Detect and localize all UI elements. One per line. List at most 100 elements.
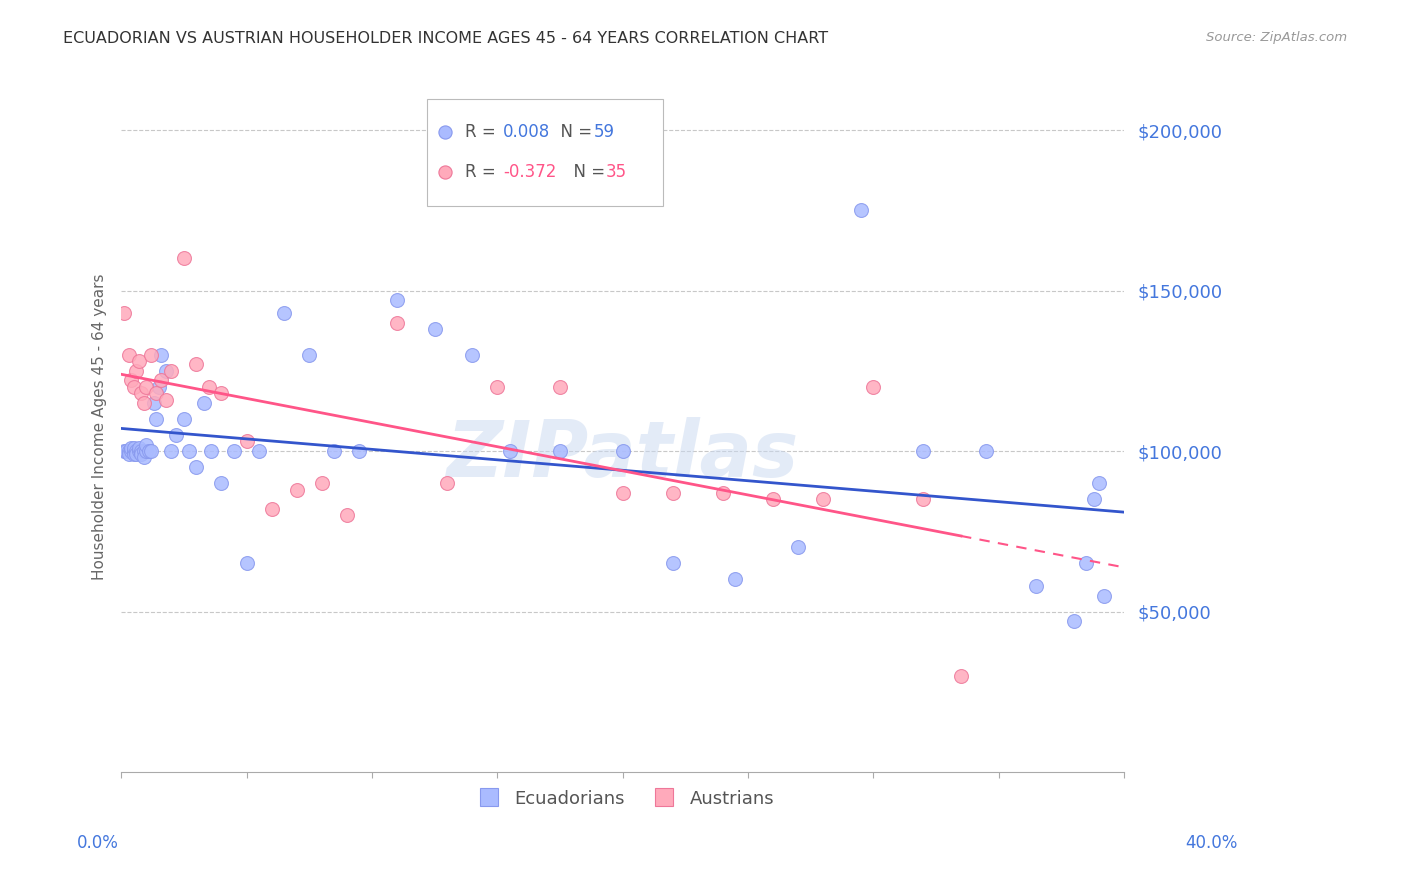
Point (122, 441, 145, 455)
Text: R =: R = (465, 123, 501, 141)
Point (115, 444, 138, 458)
Point (1092, 589, 1115, 603)
Point (548, 380, 571, 394)
Point (724, 573, 747, 587)
Point (145, 412, 167, 426)
Point (142, 396, 165, 410)
Point (323, 444, 346, 458)
Point (120, 374, 142, 388)
Point (461, 348, 484, 362)
Point (122, 444, 145, 458)
Point (118, 444, 141, 458)
Point (1025, 579, 1047, 593)
Point (711, 485, 734, 500)
Point (177, 444, 200, 458)
Point (612, 485, 634, 500)
Point (125, 364, 148, 378)
Point (132, 396, 155, 410)
Text: 0.008: 0.008 (503, 123, 551, 141)
Point (138, 444, 160, 458)
Point (1083, 492, 1105, 507)
Point (548, 444, 571, 458)
Point (198, 380, 221, 394)
Point (423, 322, 446, 336)
Point (436, 476, 458, 491)
Point (222, 444, 245, 458)
Text: N =: N = (564, 162, 610, 180)
Text: R =: R = (465, 162, 501, 180)
Point (129, 444, 152, 458)
Point (148, 380, 170, 394)
Point (118, 348, 141, 362)
Text: 0.0%: 0.0% (77, 834, 120, 852)
Point (129, 447, 152, 461)
Point (920, 765, 942, 780)
Point (849, 203, 872, 218)
Point (1088, 476, 1111, 491)
Text: N =: N = (550, 123, 598, 141)
Point (974, 444, 997, 458)
Point (129, 386, 152, 401)
Point (200, 444, 222, 458)
Point (186, 358, 208, 372)
Point (193, 396, 215, 410)
Point (298, 348, 321, 362)
Point (128, 444, 150, 458)
Point (499, 444, 522, 458)
Text: ECUADORIAN VS AUSTRIAN HOUSEHOLDER INCOME AGES 45 - 64 YEARS CORRELATION CHART: ECUADORIAN VS AUSTRIAN HOUSEHOLDER INCOM… (63, 31, 828, 46)
Point (1076, 557, 1098, 571)
Point (920, 765, 942, 780)
Point (150, 348, 173, 362)
Text: 59: 59 (593, 123, 614, 141)
Y-axis label: Householder Income Ages 45 - 64 years: Householder Income Ages 45 - 64 years (93, 274, 107, 580)
Point (211, 476, 233, 491)
Point (165, 428, 187, 442)
Point (160, 444, 183, 458)
Point (661, 557, 683, 571)
Point (155, 392, 177, 407)
Point (385, 293, 408, 308)
Point (112, 306, 135, 320)
Point (349, 444, 371, 458)
Point (120, 444, 142, 458)
Point (173, 412, 195, 426)
Point (135, 380, 157, 394)
Point (120, 441, 142, 455)
Point (1063, 614, 1085, 628)
Point (311, 476, 333, 491)
Point (155, 364, 177, 378)
Point (385, 316, 408, 330)
Point (235, 557, 257, 571)
Point (285, 483, 308, 497)
Legend: Ecuadorians, Austrians: Ecuadorians, Austrians (464, 782, 782, 814)
Point (125, 447, 148, 461)
Point (122, 447, 145, 461)
Point (260, 501, 283, 516)
Point (135, 437, 157, 451)
Point (145, 386, 167, 401)
Point (125, 444, 148, 458)
Point (950, 669, 973, 683)
Point (336, 508, 359, 523)
Point (141, 444, 163, 458)
Text: 35: 35 (606, 162, 627, 180)
Point (186, 460, 208, 475)
Point (112, 444, 135, 458)
Point (141, 348, 163, 362)
Point (132, 444, 155, 458)
Point (150, 374, 173, 388)
Point (122, 380, 145, 394)
Text: 40.0%: 40.0% (1185, 834, 1237, 852)
Point (612, 444, 634, 458)
Point (762, 492, 785, 507)
Point (135, 444, 157, 458)
Point (273, 306, 295, 320)
Point (486, 380, 509, 394)
Point (787, 541, 810, 555)
Point (173, 252, 195, 266)
Point (128, 441, 150, 455)
Point (912, 492, 935, 507)
Point (128, 354, 150, 368)
Point (811, 492, 834, 507)
Point (912, 444, 935, 458)
